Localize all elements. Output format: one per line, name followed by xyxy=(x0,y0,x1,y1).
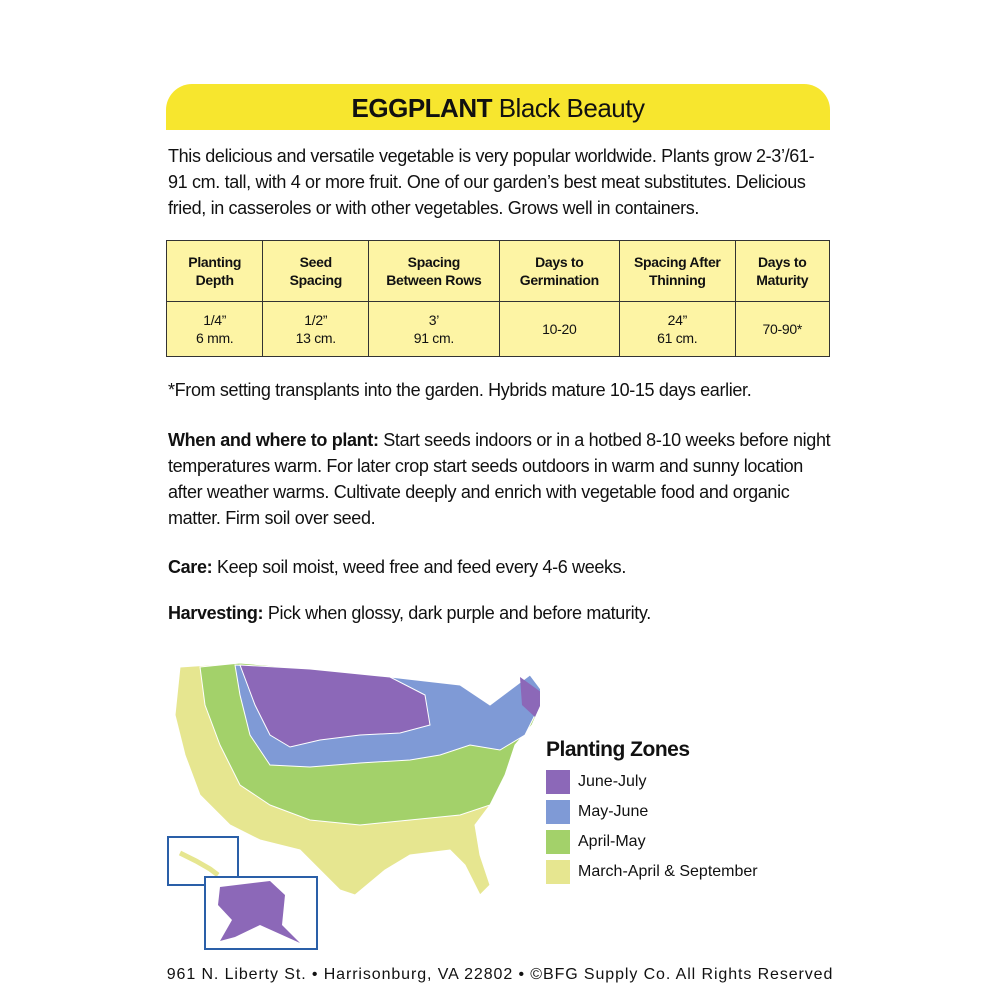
legend-label: May-June xyxy=(578,803,649,820)
cell-line: 91 cm. xyxy=(413,330,455,346)
cell-line: 10-20 xyxy=(542,321,577,337)
header-line: Days to xyxy=(758,254,807,270)
section: Care: Keep soil moist, weed free and fee… xyxy=(168,554,832,580)
header-line: Thinning xyxy=(648,272,706,288)
header-line: Maturity xyxy=(756,272,809,288)
header-cell: Days to Maturity xyxy=(734,240,830,302)
legend-item: June-July xyxy=(546,770,646,794)
legend-item: April-May xyxy=(546,830,646,854)
footnote: *From setting transplants into the garde… xyxy=(168,380,752,400)
legend-swatch xyxy=(546,800,570,824)
data-cell: 70-90* xyxy=(734,301,830,357)
section-text: Pick when glossy, dark purple and before… xyxy=(267,603,651,623)
header-cell: Planting Depth xyxy=(165,240,264,302)
header-line: Seed xyxy=(299,254,333,270)
legend-swatch xyxy=(546,860,570,884)
cell-line: 6 mm. xyxy=(196,330,234,346)
header-line: Depth xyxy=(195,272,234,288)
cell-line: 1/2” xyxy=(304,312,328,328)
data-cell: 1/4” 6 mm. xyxy=(165,301,264,357)
header-line: Spacing After xyxy=(633,254,721,270)
cell-line: 13 cm. xyxy=(295,330,337,346)
section-label: Harvesting: xyxy=(168,603,264,623)
header-row: Planting Depth Seed Spacing Spacing Between R… xyxy=(165,240,830,302)
data-cell: 3’ 91 cm. xyxy=(368,301,500,357)
legend-label: June-July xyxy=(578,773,647,790)
data-cell: 24” 61 cm. xyxy=(619,301,736,357)
header-line: Planting xyxy=(188,254,242,270)
header-cell: Days to Germination xyxy=(498,240,621,302)
header-cell: Seed Spacing xyxy=(262,240,370,302)
data-row: 1/4” 6 mm. 1/2” 13 cm. 3’ 91 cm. 10-20 24” 61 cm… xyxy=(165,301,830,357)
header-cell: Spacing Between Rows xyxy=(368,240,500,302)
cell-line: 3’ xyxy=(428,312,440,328)
section-label: Care: xyxy=(168,557,213,577)
section-text: Keep soil moist, weed free and feed ever… xyxy=(216,557,626,577)
title-bar: EGGPLANT Black Beauty xyxy=(166,84,830,130)
legend-label: April-May xyxy=(578,833,646,850)
legend-title: Planting Zones xyxy=(546,738,690,761)
legend-item: March-April & September xyxy=(546,860,758,884)
legend-swatch xyxy=(546,770,570,794)
planting-table: Planting Depth Seed Spacing Spacing Between R… xyxy=(165,240,830,357)
footer: 961 N. Liberty St. • Harrisonburg, VA 22… xyxy=(166,966,834,983)
cell-line: 61 cm. xyxy=(657,330,698,346)
legend-label: March-April & September xyxy=(578,863,758,880)
legend-swatch xyxy=(546,830,570,854)
header-line: Days to xyxy=(535,254,584,270)
data-cell: 1/2” 13 cm. xyxy=(262,301,370,357)
section: When and where to plant: Start seeds ind… xyxy=(168,427,832,531)
title-bold: EGGPLANT xyxy=(351,93,493,123)
header-line: Spacing xyxy=(289,272,343,288)
title-rest: Black Beauty xyxy=(498,93,645,123)
data-cell: 10-20 xyxy=(498,301,621,357)
header-line: Spacing xyxy=(407,254,461,270)
section: Harvesting: Pick when glossy, dark purpl… xyxy=(168,600,832,626)
cell-line: 1/4” xyxy=(203,312,227,328)
header-line: Germination xyxy=(519,272,599,288)
cell-line: 70-90* xyxy=(762,321,803,337)
legend-item: May-June xyxy=(546,800,648,824)
header-line: Between Rows xyxy=(386,272,482,288)
section-label: When and where to plant: xyxy=(168,430,379,450)
section-text: Start seeds indoors or in a hotbed 8-10 … xyxy=(168,430,831,528)
zone-map xyxy=(167,662,540,950)
cell-line: 24” xyxy=(667,312,688,328)
header-cell: Spacing After Thinning xyxy=(619,240,736,302)
description: This delicious and versatile vegetable i… xyxy=(168,146,815,218)
